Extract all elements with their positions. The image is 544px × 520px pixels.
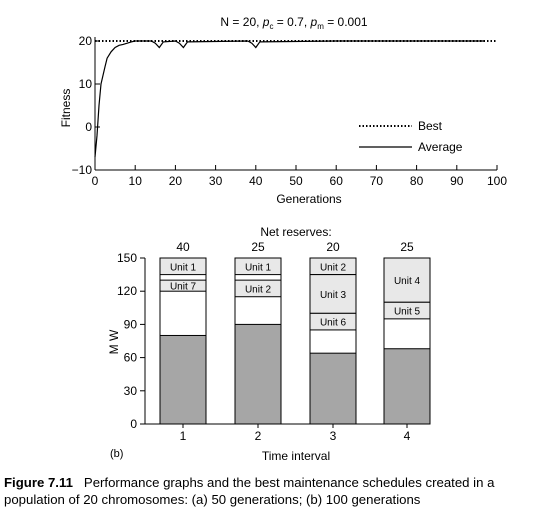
y-tick-label: 20	[79, 34, 93, 48]
x-tick-label: 80	[410, 174, 424, 188]
unit-segment	[159, 279, 207, 292]
bar-base-load	[159, 334, 207, 425]
net-reserve-value: 25	[251, 240, 265, 254]
series-average-line	[94, 40, 485, 158]
figure-number: Figure 7.11	[4, 475, 73, 490]
unit-segment	[234, 279, 282, 298]
unit-label: Unit 7	[170, 282, 197, 293]
x-tick-label: 70	[370, 174, 384, 188]
unit-segment	[383, 257, 431, 303]
x-tick-label: 4	[404, 429, 411, 443]
y-tick-label: 0	[85, 120, 92, 134]
unit-label: Unit 1	[245, 262, 272, 273]
figure-caption: Figure 7.11 Performance graphs and the b…	[4, 474, 540, 508]
x-axis-label: Generations	[276, 192, 341, 206]
x-tick-label: 60	[330, 174, 344, 188]
chart-title: N = 20, pc = 0.7, pm = 0.001	[220, 15, 367, 31]
unit-label: Unit 6	[320, 318, 347, 329]
x-tick-label: 3	[330, 429, 337, 443]
x-tick-label: 0	[92, 174, 99, 188]
x-tick-label: 10	[129, 174, 143, 188]
unit-label: Unit 2	[320, 262, 347, 273]
net-reserve-value: 20	[326, 240, 340, 254]
y-tick-label: −10	[72, 163, 93, 177]
bar-base-load	[383, 348, 431, 425]
x-tick-label: 40	[249, 174, 263, 188]
y-tick-label: 10	[79, 77, 93, 91]
unit-segment	[234, 257, 282, 276]
unit-label: Unit 2	[245, 284, 272, 295]
y-tick-label: 90	[124, 317, 138, 331]
unit-label: Unit 4	[394, 276, 421, 287]
bar-base-load	[309, 352, 357, 425]
y-tick-label: 0	[130, 417, 137, 431]
panel-label-b: (b)	[110, 448, 123, 460]
caption-text: Performance graphs and the best maintena…	[4, 475, 495, 507]
y-tick-label: 150	[117, 251, 137, 265]
unit-label: Unit 5	[394, 307, 421, 318]
unit-segment	[383, 301, 431, 320]
net-reserve-value: 40	[176, 240, 190, 254]
x-tick-label: 90	[450, 174, 464, 188]
unit-segment	[309, 312, 357, 331]
fitness-chart: N = 20, pc = 0.7, pm = 0.001 0 10 20 30 40 50…	[59, 15, 507, 206]
x-tick-label: 2	[255, 429, 262, 443]
unit-label: Unit 1	[170, 262, 197, 273]
x-axis-label: Time interval	[262, 449, 330, 463]
y-tick-label: 120	[117, 284, 137, 298]
bar-base-load	[234, 323, 282, 425]
x-tick-label: 100	[487, 174, 507, 188]
unit-label: Unit 3	[320, 290, 347, 301]
y-axis-label: M W	[107, 329, 121, 354]
y-axis-label: Fitness	[59, 89, 73, 128]
figure-7-11: N = 20, pc = 0.7, pm = 0.001 0 10 20 30 40 50…	[59, 15, 507, 463]
x-tick-label: 20	[169, 174, 183, 188]
net-reserves-title: Net reserves:	[260, 225, 331, 239]
y-tick-label: 30	[124, 384, 138, 398]
x-tick-label: 50	[289, 174, 303, 188]
legend-average-label: Average	[418, 140, 463, 154]
unit-segment	[309, 274, 357, 314]
x-tick-label: 30	[209, 174, 223, 188]
unit-segment	[159, 257, 207, 276]
y-tick-label: 60	[124, 351, 138, 365]
x-tick-label: 1	[180, 429, 187, 443]
net-reserve-value: 25	[400, 240, 414, 254]
legend-best-label: Best	[418, 119, 443, 133]
